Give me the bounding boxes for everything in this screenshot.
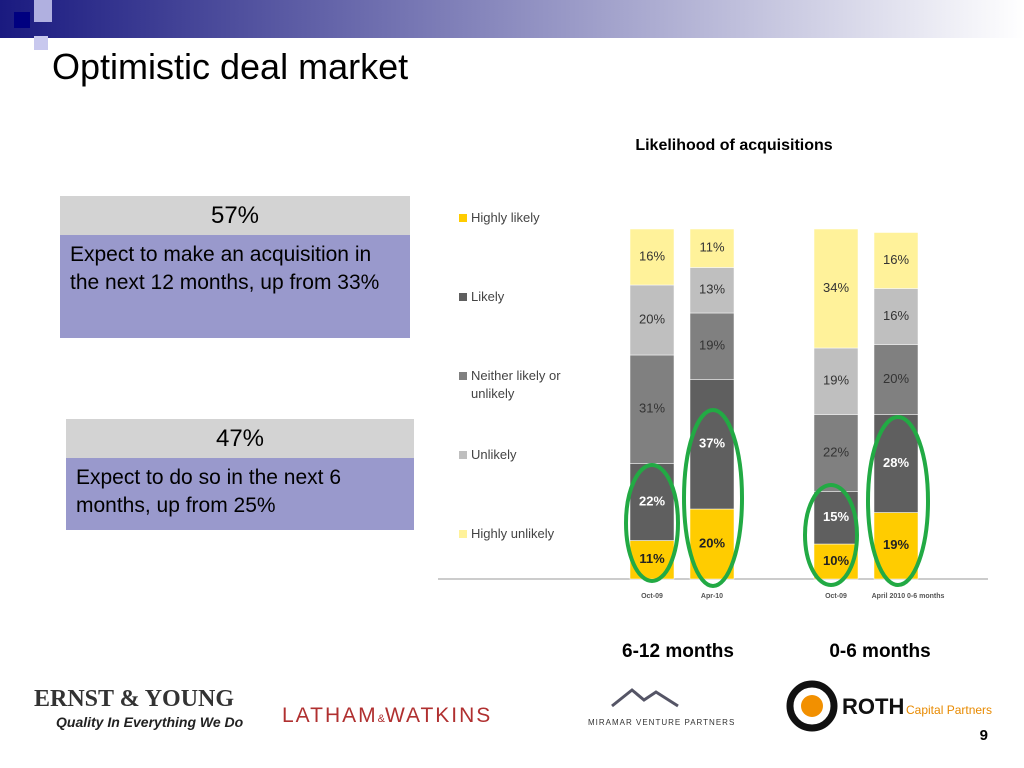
deco [34, 36, 48, 50]
bar-segment [629, 228, 675, 286]
highlight-oval [866, 415, 930, 587]
x-tick-label: Apr-10 [701, 593, 723, 600]
x-tick-label: April 2010 0-6 months [872, 593, 945, 600]
legend-label: Likely [471, 289, 505, 304]
logo-roth: ROTH [842, 694, 905, 719]
data-label: 16% [883, 308, 909, 323]
bar-segment [629, 354, 675, 464]
legend-swatch [459, 293, 467, 301]
legend-label: Neither likely or unlikely [471, 368, 561, 401]
deco [34, 0, 52, 22]
logo-ey-tagline: Quality In Everything We Do [56, 714, 244, 730]
data-label: 22% [639, 493, 665, 508]
logo-shape [786, 680, 838, 732]
logo-roth-sub: Capital Partners [906, 703, 993, 717]
bar-segment [689, 379, 735, 510]
legend-swatch [459, 372, 467, 380]
logo-text: LATHAM [282, 704, 378, 727]
data-label: 19% [883, 537, 909, 552]
bar-segment [629, 284, 675, 356]
logo-latham: LATHAM&WATKINS [282, 704, 492, 728]
logo-shape [611, 688, 679, 708]
data-label: 37% [699, 436, 725, 451]
box-header: 47% [66, 419, 414, 458]
box-header: 57% [60, 196, 410, 235]
data-label: 19% [823, 373, 849, 388]
legend-swatch [459, 530, 467, 538]
data-label: 20% [883, 371, 909, 386]
data-label: 28% [883, 455, 909, 470]
data-label: 10% [823, 553, 849, 568]
logo-shape [801, 695, 823, 717]
data-label: 11% [699, 240, 724, 255]
bar-segment [813, 414, 859, 492]
data-label: 20% [699, 535, 725, 550]
logo-miramar-mark [611, 688, 679, 708]
box-text: Expect to do so in the next 6 months, up… [66, 458, 414, 530]
highlight-oval [803, 483, 859, 587]
legend-label: Highly likely [471, 210, 540, 225]
legend-label: Highly unlikely [471, 526, 555, 541]
page-number: 9 [980, 727, 988, 744]
chart-title: Likelihood of acquisitions [635, 137, 832, 154]
data-label: 31% [639, 401, 665, 416]
title: Optimistic deal market [52, 46, 415, 88]
x-tick-label: Oct-09 [825, 593, 847, 600]
legend-swatch [459, 214, 467, 222]
bar-segment [689, 312, 735, 380]
header-band [0, 0, 1024, 38]
data-label: 22% [823, 444, 849, 459]
highlight-oval [624, 463, 680, 583]
highlights [624, 408, 930, 588]
logo-roth-mark [786, 680, 838, 732]
data-label: 15% [823, 509, 849, 524]
deco [14, 12, 30, 28]
box-text: Expect to make an acquisition in the nex… [60, 235, 410, 338]
data-label: 34% [823, 280, 849, 295]
bar-segment [873, 344, 919, 415]
data-label: 19% [699, 338, 725, 353]
data-label: 11% [639, 551, 665, 566]
logo-miramar: MIRAMAR VENTURE PARTNERS [588, 718, 736, 727]
data-label: 13% [699, 282, 725, 297]
bar-segment [873, 288, 919, 345]
bar-segment [813, 543, 859, 580]
bar-segment [689, 508, 735, 580]
group-label: 6-12 months [622, 641, 734, 662]
bar-segment [689, 228, 735, 268]
group-label: 0-6 months [829, 641, 930, 662]
legend-label: Unlikely [471, 447, 517, 462]
data-label: 16% [883, 252, 909, 267]
logo-ey: ERNST & YOUNG [34, 686, 235, 712]
data-label: 20% [639, 311, 665, 326]
x-tick-label: Oct-09 [641, 593, 663, 600]
bar-segment [689, 267, 735, 314]
bar-segment [813, 228, 859, 349]
logo-text: & [377, 713, 385, 725]
bar-segment [873, 232, 919, 289]
data-label: 16% [639, 248, 665, 263]
highlight-oval [682, 408, 744, 588]
logo-text: WATKINS [384, 704, 493, 727]
legend-swatch [459, 451, 467, 459]
